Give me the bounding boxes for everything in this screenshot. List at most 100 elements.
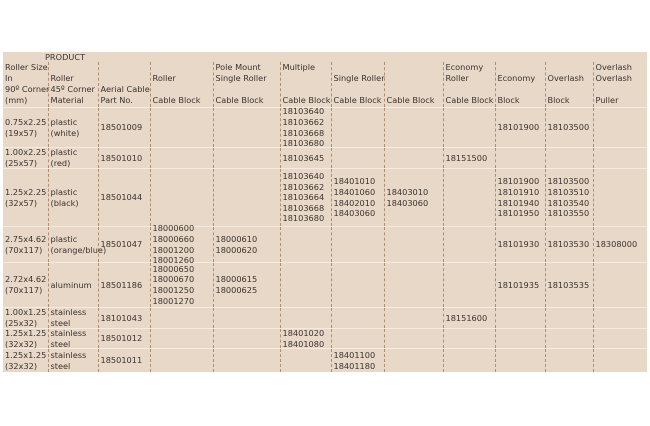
cell-content — [334, 263, 384, 307]
cell-content: 18101043 — [101, 308, 150, 328]
cell-content — [153, 169, 213, 226]
cell-content: 18151500 — [446, 148, 495, 168]
header-row: Roller Size In 90º Corner (mm) Roller 45º Cor… — [3, 62, 648, 108]
header-line: Overlash — [547, 73, 584, 83]
data-cell — [442, 226, 495, 263]
data-cell — [149, 348, 213, 372]
cell-content — [548, 148, 593, 168]
cell-content: 1.00x1.25 (25x32) — [5, 307, 48, 328]
cell-content: 18103535 — [548, 263, 593, 307]
cell-content — [498, 329, 545, 348]
cell-line: 18101930 — [497, 239, 540, 250]
data-cell: 1.00x1.25 (25x32) — [3, 307, 48, 329]
cell-content — [446, 263, 495, 307]
cell-line: (32x32) — [5, 360, 38, 371]
header-line — [548, 84, 593, 95]
data-cell: 18501186 — [97, 262, 150, 308]
cell-content: plastic (orange/blue) — [50, 227, 107, 262]
cell-content: 18151600 — [446, 308, 495, 328]
header-line: Cable Block — [152, 95, 201, 105]
data-cell: 18401020 18401080 — [279, 328, 331, 349]
data-cell — [330, 107, 384, 148]
data-cell — [149, 307, 213, 329]
cell-line: 18401100 — [333, 349, 376, 360]
header-line — [596, 84, 648, 95]
header-line: Aerial Cable — [100, 84, 150, 94]
header-line: Cable Block — [333, 95, 382, 105]
data-cell — [494, 328, 545, 349]
data-cell — [592, 107, 648, 148]
cell-content — [596, 148, 648, 168]
cell-content — [387, 148, 443, 168]
data-cell: 18401010 18401060 18402010 18403060 — [330, 168, 384, 227]
cell-content: 18403010 18403060 — [387, 169, 443, 226]
cell-line: 18001270 — [152, 295, 195, 306]
data-cell — [383, 307, 443, 329]
data-cell: 18103645 — [279, 147, 331, 169]
cell-line: 18501012 — [100, 333, 143, 344]
cell-line: 18000620 — [215, 244, 258, 255]
data-cell: 18501044 — [97, 168, 150, 227]
cell-content — [498, 148, 545, 168]
cell-line: 18401080 — [282, 338, 325, 349]
header-line: Economy — [445, 62, 484, 72]
data-row: 1.25x2.25 (32x57) plastic (black) 18501044 18… — [3, 168, 648, 227]
data-cell — [592, 348, 648, 372]
cell-line: plastic — [50, 233, 78, 244]
data-cell: 2.72x4.62 (70x117) — [3, 262, 48, 308]
cell-content — [283, 349, 331, 372]
cell-line: 18000610 — [215, 233, 258, 244]
data-cell: 18101043 — [97, 307, 150, 329]
cell-content: 18101900 — [498, 108, 545, 147]
cell-content — [387, 349, 443, 372]
data-cell — [279, 348, 331, 372]
cell-content — [283, 308, 331, 328]
header-line: Block — [547, 95, 570, 105]
title-row: PRODUCT — [3, 52, 647, 62]
cell-content — [153, 349, 213, 372]
data-cell: plastic (white) — [47, 107, 98, 148]
header-line — [153, 62, 213, 73]
header-line — [101, 73, 150, 84]
product-table-panel: PRODUCT Roller Size In 90º Corner (mm) Roller… — [3, 52, 648, 372]
data-cell: 18103640 18103662 18103668 18103680 — [279, 106, 331, 148]
header-cell: Multiple Cable Block — [279, 62, 331, 108]
cell-content: aluminum — [51, 263, 98, 307]
header-line — [334, 84, 384, 95]
data-cell — [544, 307, 593, 329]
cell-line: 18103662 — [282, 116, 325, 127]
data-cell — [149, 107, 213, 148]
cell-content — [334, 108, 384, 147]
cell-line: (32x57) — [5, 197, 38, 208]
cell-line: 1.00x2.25 — [5, 147, 47, 158]
cell-line: (32x32) — [5, 338, 38, 349]
cell-line: (orange/blue) — [50, 244, 107, 255]
cell-line: 18101043 — [100, 312, 143, 323]
data-cell: 18000650 18000670 18001250 18001270 — [149, 262, 213, 308]
cell-content: 18103640 18103662 18103668 18103680 — [282, 106, 331, 148]
data-cell — [592, 147, 648, 169]
cell-line: 1.00x1.25 — [5, 307, 47, 318]
header-cell: Aerial Cable Part No. — [97, 62, 150, 108]
data-cell — [592, 328, 648, 349]
cell-content — [334, 148, 384, 168]
cell-line: 18101900 — [497, 122, 540, 133]
cell-content — [216, 169, 280, 226]
cell-content: 0.75x2.25 (19x57) — [5, 108, 48, 147]
header-line — [387, 84, 443, 95]
cell-line: (black) — [50, 197, 79, 208]
data-cell: stainless steel — [47, 307, 98, 329]
header-line — [387, 73, 443, 84]
cell-content: 18000615 18000625 — [216, 263, 280, 307]
cell-content: 18501044 — [101, 169, 150, 226]
cell-line: (25x32) — [5, 318, 38, 328]
cell-content — [283, 263, 331, 307]
cell-content: 18308000 — [596, 227, 648, 262]
cell-line: 18103645 — [282, 152, 325, 163]
data-cell: 1.25x1.25 (32x32) — [3, 348, 48, 372]
cell-content: plastic (red) — [51, 147, 98, 168]
data-cell: 18308000 — [592, 226, 648, 263]
cell-content — [387, 108, 443, 147]
header-line: 45º Corner — [50, 84, 95, 94]
cell-content: 1.25x1.25 (32x32) — [5, 328, 48, 349]
